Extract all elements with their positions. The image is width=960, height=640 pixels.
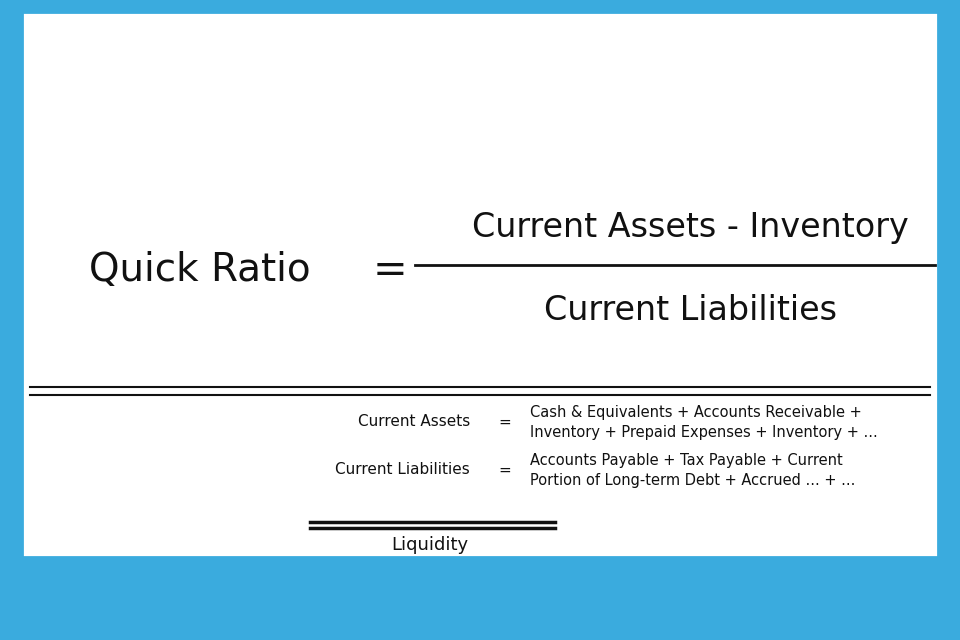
Text: Current Assets - Inventory: Current Assets - Inventory: [471, 211, 908, 244]
Text: Accounts Payable + Tax Payable + Current: Accounts Payable + Tax Payable + Current: [530, 452, 843, 467]
Text: Portion of Long-term Debt + Accrued ... + ...: Portion of Long-term Debt + Accrued ... …: [530, 472, 855, 488]
Text: Current Liabilities: Current Liabilities: [543, 294, 836, 326]
Text: Liquidity: Liquidity: [392, 536, 468, 554]
Text: =: =: [372, 249, 407, 291]
Text: Current Liabilities: Current Liabilities: [335, 463, 470, 477]
Text: Quick Ratio: Quick Ratio: [337, 18, 623, 66]
Text: =: =: [498, 415, 512, 429]
Text: Inventory + Prepaid Expenses + Inventory + ...: Inventory + Prepaid Expenses + Inventory…: [530, 424, 877, 440]
Text: Cash & Equivalents + Accounts Receivable +: Cash & Equivalents + Accounts Receivable…: [530, 404, 862, 419]
Text: Current Assets: Current Assets: [358, 415, 470, 429]
Text: =: =: [498, 463, 512, 477]
Bar: [22, 12, 938, 557]
Text: Quick Ratio: Quick Ratio: [89, 251, 311, 289]
